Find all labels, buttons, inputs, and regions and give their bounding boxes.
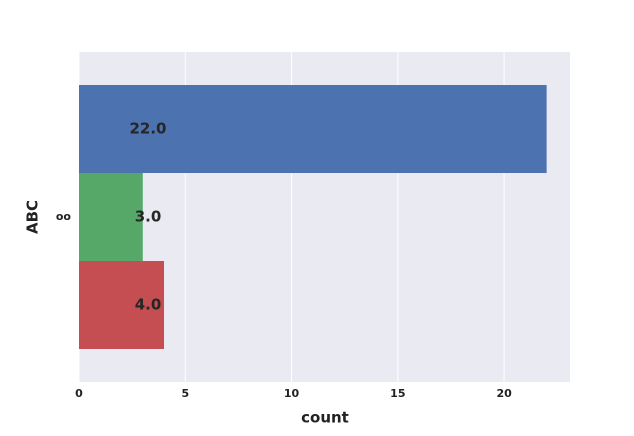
x-tick-label: 10	[284, 387, 300, 400]
bar	[79, 261, 165, 349]
x-tick-label: 5	[181, 387, 189, 400]
x-tick-label: 15	[390, 387, 405, 400]
x-tick-label: 0	[75, 387, 83, 400]
value-label: 4.0	[135, 296, 162, 314]
y-axis-label: ABC	[24, 200, 42, 234]
bar	[79, 85, 547, 173]
y-tick-label: oo	[56, 210, 72, 223]
x-axis-label: count	[301, 409, 349, 427]
value-label: 3.0	[135, 208, 162, 226]
x-tick-label: 20	[496, 387, 512, 400]
bar	[79, 173, 143, 261]
value-label: 22.0	[129, 120, 166, 138]
